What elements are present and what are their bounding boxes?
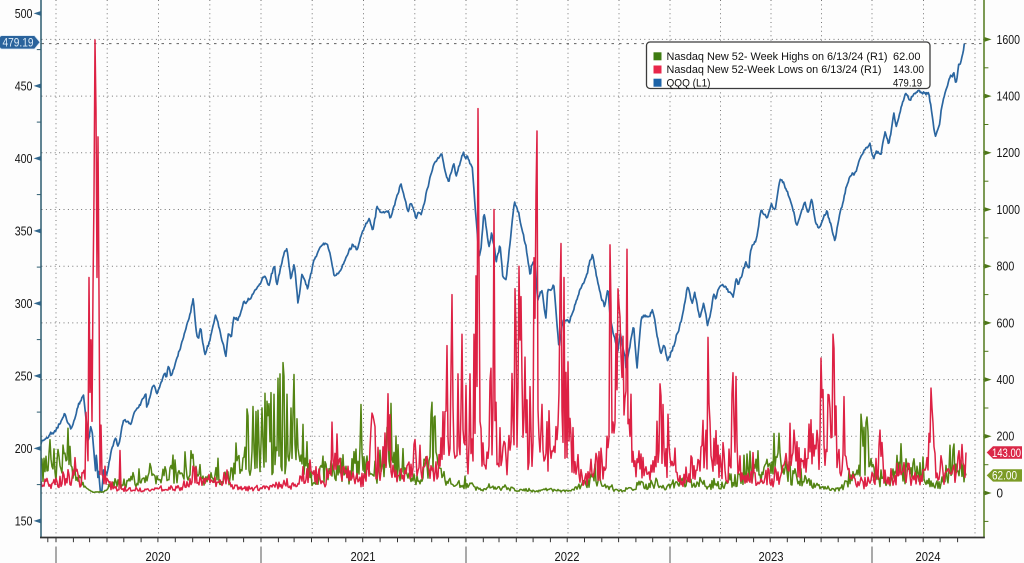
- svg-text:350: 350: [15, 223, 33, 238]
- svg-text:2022: 2022: [555, 549, 580, 563]
- svg-text:2021: 2021: [351, 549, 376, 563]
- svg-text:200: 200: [997, 429, 1015, 444]
- svg-text:1200: 1200: [997, 145, 1021, 160]
- svg-text:2020: 2020: [146, 549, 171, 563]
- svg-text:479.19: 479.19: [3, 36, 34, 50]
- svg-text:1400: 1400: [997, 89, 1021, 104]
- svg-text:400: 400: [997, 372, 1015, 387]
- svg-text:143.00: 143.00: [893, 64, 924, 76]
- svg-text:0: 0: [997, 485, 1004, 500]
- svg-text:143.00: 143.00: [992, 446, 1021, 460]
- svg-text:400: 400: [15, 151, 33, 166]
- svg-text:150: 150: [15, 513, 33, 528]
- svg-text:Nasdaq New 52- Week Highs on 6: Nasdaq New 52- Week Highs on 6/13/24 (R1…: [667, 51, 888, 63]
- svg-text:800: 800: [997, 259, 1015, 274]
- svg-text:479.19: 479.19: [893, 77, 922, 89]
- svg-text:1000: 1000: [997, 202, 1021, 217]
- svg-text:2023: 2023: [759, 549, 784, 563]
- svg-text:1600: 1600: [997, 32, 1021, 47]
- svg-text:450: 450: [15, 78, 33, 93]
- svg-text:300: 300: [15, 296, 33, 311]
- svg-text:62.00: 62.00: [992, 469, 1017, 483]
- svg-text:250: 250: [15, 368, 33, 383]
- svg-text:Nasdaq New 52-Week Lows on 6/1: Nasdaq New 52-Week Lows on 6/13/24 (R1): [667, 64, 882, 76]
- svg-text:QQQ (L1): QQQ (L1): [667, 77, 711, 89]
- svg-text:62.00: 62.00: [893, 51, 921, 63]
- svg-text:600: 600: [997, 315, 1015, 330]
- svg-text:500: 500: [15, 6, 33, 21]
- svg-text:200: 200: [15, 441, 33, 456]
- svg-text:2024: 2024: [916, 549, 941, 563]
